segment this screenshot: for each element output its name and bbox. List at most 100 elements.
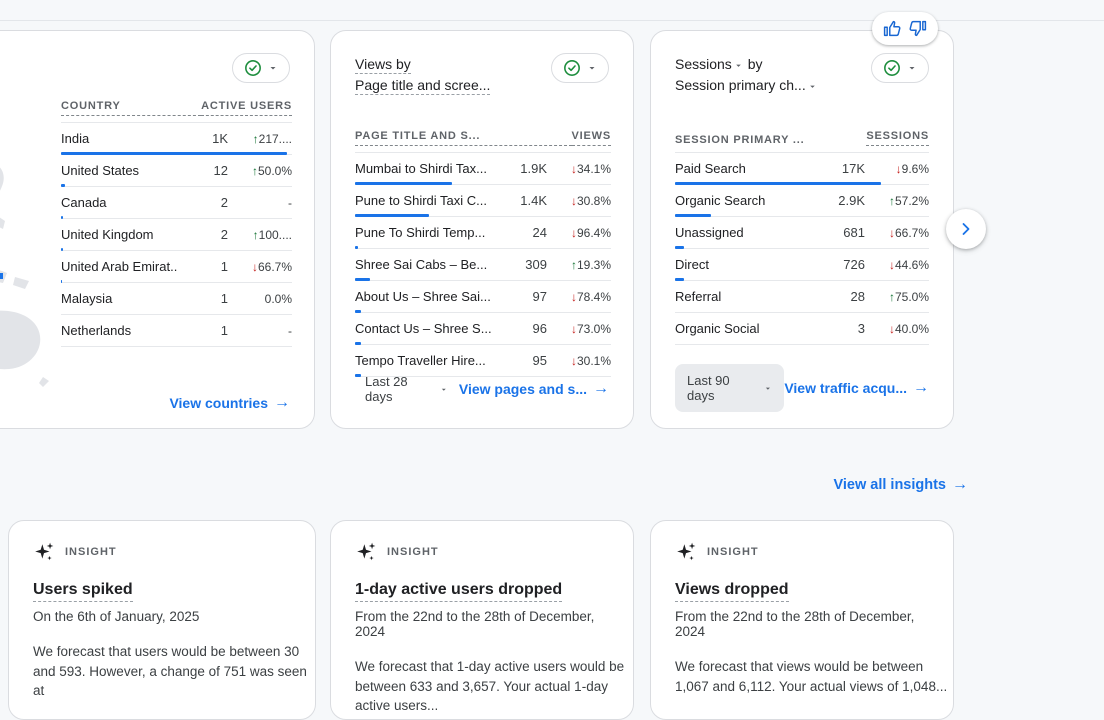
row-change: - <box>288 323 292 338</box>
row-change: ↓40.0% <box>888 321 929 336</box>
row-change: ↓78.4% <box>570 289 611 304</box>
insight-label: INSIGHT <box>387 546 439 558</box>
chevron-down-icon <box>736 64 741 67</box>
chevron-down-icon <box>442 388 447 391</box>
view-traffic-label: View traffic acqu... <box>784 380 907 396</box>
row-change: ↓73.0% <box>570 321 611 336</box>
dimension-label: Session primary ch... <box>675 77 806 93</box>
insight-title[interactable]: 1-day active users dropped <box>355 581 563 602</box>
check-circle-icon <box>245 60 261 76</box>
next-cards-button[interactable] <box>946 209 986 249</box>
row-change: ↑217.... <box>252 131 292 146</box>
thumb-up-icon[interactable] <box>882 19 901 38</box>
insight-title[interactable]: Views dropped <box>675 581 789 602</box>
card-footer: Last 28 days View pages and s... → <box>355 366 609 412</box>
row-bar <box>675 214 711 217</box>
table-row: United States 12 ↑50.0% <box>61 155 292 187</box>
row-value: 681 <box>843 225 865 240</box>
row-dimension: India <box>61 131 90 146</box>
card-title-line1[interactable]: Views by <box>355 56 411 74</box>
column-header-sessions[interactable]: Sessions <box>866 130 929 146</box>
row-change: ↓9.6% <box>895 161 929 176</box>
row-value: 2.9K <box>838 193 865 208</box>
metric-selector[interactable]: Sessions <box>675 56 744 72</box>
row-value: 97 <box>532 289 547 304</box>
view-pages-label: View pages and s... <box>458 381 587 397</box>
row-dimension: Tempo Traveller Hire... <box>355 353 486 368</box>
trend-down-icon: ↓ <box>570 353 577 368</box>
arrow-right-icon: → <box>913 379 929 396</box>
row-dimension: Mumbai to Shirdi Tax... <box>355 161 487 176</box>
row-dimension: United Arab Emirat... <box>61 259 178 274</box>
pages-table: Page title and s... Views Mumbai to Shir… <box>355 127 611 377</box>
world-map <box>0 167 49 387</box>
insight-card-views-dropped[interactable]: INSIGHT Views dropped From the 22nd to t… <box>650 520 954 720</box>
row-bar <box>355 310 361 313</box>
chevron-down-icon <box>589 67 595 70</box>
trend-down-icon: ↓ <box>570 225 577 240</box>
insight-header: INSIGHT <box>675 541 929 563</box>
active-users-by-country-card: Country Active users India 1K ↑217.... Unit… <box>0 30 315 429</box>
trend-up-icon: ↑ <box>888 289 895 304</box>
row-change: ↓30.1% <box>570 353 611 368</box>
date-range-dropdown[interactable]: Last 28 days <box>355 366 459 412</box>
arrow-right-icon: → <box>952 476 968 493</box>
view-countries-link[interactable]: View countries → <box>169 394 290 412</box>
table-row: United Arab Emirat... 1 ↓66.7% <box>61 251 292 283</box>
row-dimension: Pune To Shirdi Temp... <box>355 225 486 240</box>
table-header-row: Page title and s... Views <box>355 127 611 153</box>
insight-subtitle: From the 22nd to the 28th of December, 2… <box>355 609 595 639</box>
table-row: Direct 726 ↓44.6% <box>675 249 929 281</box>
insight-card-users-spiked[interactable]: INSIGHT Users spiked On the 6th of Janua… <box>8 520 316 720</box>
table-row: Canada 2 - <box>61 187 292 219</box>
thumb-down-icon[interactable] <box>909 19 928 38</box>
sessions-by-channel-card: Sessions by Session primary ch... Sessio… <box>650 30 954 429</box>
chevron-down-icon <box>270 67 276 70</box>
trend-up-icon: ↑ <box>252 227 259 242</box>
insight-card-active-users-dropped[interactable]: INSIGHT 1-day active users dropped From … <box>330 520 634 720</box>
row-change: ↑19.3% <box>570 257 611 272</box>
trend-down-icon: ↓ <box>888 257 895 272</box>
insight-title[interactable]: Users spiked <box>33 581 133 602</box>
date-range-dropdown[interactable]: Last 90 days <box>675 364 785 412</box>
table-row: Mumbai to Shirdi Tax... 1.9K ↓34.1% <box>355 153 611 185</box>
card-title-line2[interactable]: Page title and scree... <box>355 77 491 95</box>
view-pages-link[interactable]: View pages and s... → <box>459 380 609 398</box>
table-row: Organic Search 2.9K ↑57.2% <box>675 185 929 217</box>
row-change: ↑50.0% <box>251 163 292 178</box>
table-row: Unassigned 681 ↓66.7% <box>675 217 929 249</box>
view-all-insights-link[interactable]: View all insights → <box>833 476 968 494</box>
insight-status-dropdown[interactable] <box>232 53 290 83</box>
row-dimension: Organic Search <box>675 193 766 208</box>
table-row: Referral 28 ↑75.0% <box>675 281 929 313</box>
row-value: 24 <box>532 225 547 240</box>
row-bar <box>61 184 66 187</box>
row-bar <box>61 280 63 283</box>
view-traffic-link[interactable]: View traffic acqu... → <box>784 379 929 397</box>
arrow-right-icon: → <box>274 394 290 411</box>
row-dimension: United States <box>61 163 140 178</box>
card-title: Sessions by Session primary ch... <box>675 54 818 96</box>
column-header-country[interactable]: Country <box>61 100 202 116</box>
chevron-down-icon <box>765 387 770 390</box>
dimension-selector[interactable]: Session primary ch... <box>675 77 818 93</box>
row-value: 12 <box>213 163 228 178</box>
map-highlight-dot <box>0 273 3 279</box>
column-header-views[interactable]: Views <box>571 130 611 146</box>
row-value: 1 <box>220 291 228 306</box>
column-header-page-title[interactable]: Page title and s... <box>355 130 572 146</box>
insight-status-dropdown[interactable] <box>551 53 609 83</box>
trend-down-icon: ↓ <box>570 161 577 176</box>
date-range-label: Last 90 days <box>687 373 730 403</box>
trend-down-icon: ↓ <box>251 259 258 274</box>
trend-down-icon: ↓ <box>570 321 577 336</box>
table-body: India 1K ↑217.... United States 12 ↑50.0% Cana… <box>61 123 292 347</box>
column-header-active-users[interactable]: Active users <box>201 100 292 116</box>
insight-sparkle-icon <box>35 542 54 561</box>
row-dimension: Netherlands <box>61 323 132 338</box>
row-change: ↑57.2% <box>888 193 929 208</box>
row-value: 1 <box>220 259 228 274</box>
row-bar <box>675 246 684 249</box>
insight-status-dropdown[interactable] <box>871 53 929 83</box>
row-bar <box>61 216 64 219</box>
